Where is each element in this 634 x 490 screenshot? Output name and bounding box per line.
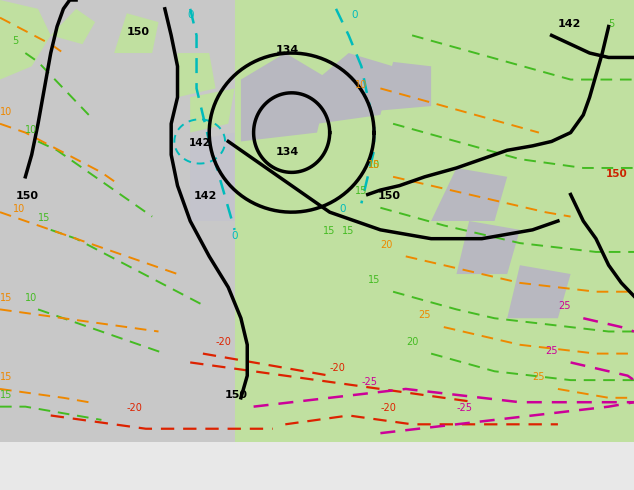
Text: -20: -20 bbox=[380, 403, 396, 413]
Polygon shape bbox=[235, 0, 634, 442]
Text: 10: 10 bbox=[368, 160, 380, 170]
Text: Fr 07-06-2024 00:00 UTC (00+168): Fr 07-06-2024 00:00 UTC (00+168) bbox=[360, 451, 628, 465]
Text: -25: -25 bbox=[456, 403, 472, 413]
Polygon shape bbox=[241, 53, 330, 142]
Text: 15: 15 bbox=[355, 187, 368, 196]
Text: 15: 15 bbox=[342, 226, 355, 236]
Polygon shape bbox=[0, 0, 51, 79]
Text: 142: 142 bbox=[193, 191, 217, 201]
Polygon shape bbox=[456, 221, 520, 274]
Polygon shape bbox=[431, 168, 507, 221]
Text: 25: 25 bbox=[533, 372, 545, 382]
Polygon shape bbox=[507, 265, 571, 318]
Text: 5: 5 bbox=[609, 19, 615, 28]
Polygon shape bbox=[114, 13, 158, 53]
Text: -25: -25 bbox=[361, 376, 377, 387]
Text: 20: 20 bbox=[380, 240, 393, 249]
Text: 10: 10 bbox=[0, 107, 12, 117]
Text: -20: -20 bbox=[216, 337, 231, 347]
Text: 0: 0 bbox=[231, 231, 238, 241]
Text: 25: 25 bbox=[545, 345, 558, 356]
Text: 10: 10 bbox=[13, 204, 25, 214]
Text: 150: 150 bbox=[605, 169, 627, 179]
Text: ©weatheronline.co.uk: ©weatheronline.co.uk bbox=[486, 473, 628, 487]
Text: 150: 150 bbox=[225, 390, 248, 400]
Text: 10: 10 bbox=[355, 80, 367, 90]
Text: 15: 15 bbox=[0, 390, 13, 400]
Text: 142: 142 bbox=[558, 19, 581, 28]
Text: 134: 134 bbox=[276, 147, 299, 157]
Polygon shape bbox=[190, 88, 235, 133]
Text: 150: 150 bbox=[127, 27, 150, 37]
Text: 10: 10 bbox=[25, 124, 37, 135]
Text: 20: 20 bbox=[406, 337, 418, 347]
Text: -20: -20 bbox=[330, 363, 346, 373]
Polygon shape bbox=[380, 62, 431, 111]
Text: 15: 15 bbox=[0, 372, 13, 382]
Text: 150: 150 bbox=[377, 191, 400, 201]
Text: 0: 0 bbox=[339, 204, 346, 214]
Text: 15: 15 bbox=[368, 160, 380, 170]
Text: -20: -20 bbox=[127, 403, 143, 413]
Text: 10: 10 bbox=[25, 293, 37, 302]
Text: Height/Temp. 850 hPa [gdpm] ECMWF: Height/Temp. 850 hPa [gdpm] ECMWF bbox=[6, 451, 282, 465]
Polygon shape bbox=[51, 9, 95, 44]
Text: 0: 0 bbox=[352, 10, 358, 20]
Text: 142: 142 bbox=[189, 138, 211, 148]
Text: 25: 25 bbox=[558, 301, 571, 312]
Text: 15: 15 bbox=[38, 213, 51, 223]
Text: 0: 0 bbox=[187, 10, 193, 20]
Text: 15: 15 bbox=[323, 226, 336, 236]
Polygon shape bbox=[190, 133, 235, 221]
Text: 150: 150 bbox=[16, 191, 39, 201]
Polygon shape bbox=[317, 53, 393, 124]
Text: 25: 25 bbox=[418, 310, 431, 320]
Text: 15: 15 bbox=[0, 293, 13, 302]
Text: 5: 5 bbox=[13, 36, 19, 46]
Text: 134: 134 bbox=[276, 45, 299, 55]
Polygon shape bbox=[178, 53, 216, 97]
Text: 15: 15 bbox=[368, 275, 380, 285]
